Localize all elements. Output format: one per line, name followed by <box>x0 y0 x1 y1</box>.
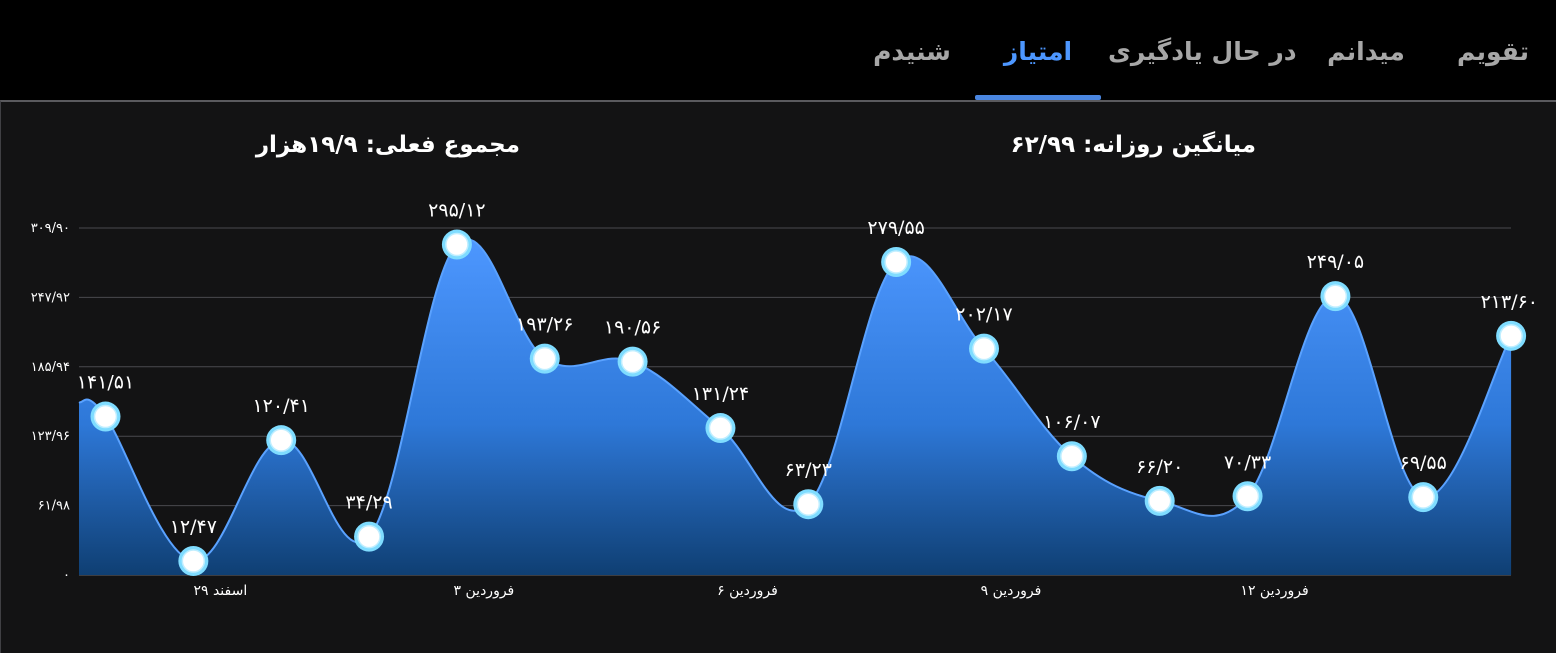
data-label: ۲۴۹/۰۵ <box>1307 251 1364 273</box>
data-point[interactable] <box>266 425 297 456</box>
data-point[interactable] <box>1496 320 1527 351</box>
data-point[interactable] <box>617 346 648 377</box>
data-label: ۲۷۹/۵۵ <box>867 217 924 239</box>
current-total-stat: مجموع فعلی: ۱۹/۹هزار <box>255 132 520 158</box>
data-label: ۱۰۶/۰۷ <box>1043 411 1100 433</box>
data-label: ۱۹۳/۲۶ <box>516 314 573 336</box>
x-tick-label: ۳ فروردین <box>454 583 515 599</box>
data-point[interactable] <box>881 246 912 277</box>
data-labels: ۱۴۱/۵۱ ۱۲/۴۷ ۱۲۰/۴۱ ۳۴/۲۹ ۲۹۵/۱۲ ۱۹۳/۲۶ ۱۹۰/۵۶… <box>77 200 1538 538</box>
daily-average-stat: میانگین روزانه: ۶۲/۹۹ <box>1010 132 1256 158</box>
x-tick-label: ۱۲ فروردین <box>1240 583 1308 599</box>
x-tick-label: ۲۹ اسفند <box>193 583 247 599</box>
data-label: ۱۹۰/۵۶ <box>604 317 661 339</box>
data-label: ۱۴۱/۵۱ <box>77 372 134 394</box>
x-tick-label: ۹ فروردین <box>981 583 1042 599</box>
y-tick-label: ۱۸۵/۹۴ <box>31 360 70 375</box>
y-tick-label: ۳۰۹/۹۰ <box>31 221 70 236</box>
x-axis-ticks: ۲۹ اسفند ۳ فروردین ۶ فروردین ۹ فروردین ۱۲ فر… <box>193 583 1308 599</box>
tab-known[interactable]: میدانم <box>1327 37 1405 66</box>
data-point[interactable] <box>1320 281 1351 312</box>
data-label: ۳۴/۲۹ <box>345 492 392 514</box>
data-point[interactable] <box>90 401 121 432</box>
data-point[interactable] <box>529 343 560 374</box>
data-label: ۱۲/۴۷ <box>170 516 217 538</box>
data-label: ۷۰/۳۳ <box>1224 451 1271 473</box>
y-tick-label: ۲۴۷/۹۲ <box>31 290 70 305</box>
data-point[interactable] <box>1144 485 1175 516</box>
data-point[interactable] <box>969 333 999 364</box>
data-label: ۶۶/۲۰ <box>1136 456 1183 478</box>
tab-bar: تقویم میدانم در حال یادگیری امتیاز شنیدم <box>0 0 1556 100</box>
y-axis-ticks: ۰ ۶۱/۹۸ ۱۲۳/۹۶ ۱۸۵/۹۴ ۲۴۷/۹۲ ۳۰۹/۹۰ <box>31 221 70 583</box>
data-point[interactable] <box>705 413 736 444</box>
data-label: ۲۰۲/۱۷ <box>955 304 1012 326</box>
tab-calendar[interactable]: تقویم <box>1456 37 1530 66</box>
data-point[interactable] <box>1232 481 1263 512</box>
tab-score[interactable]: امتیاز <box>1003 37 1073 66</box>
data-label: ۱۲۰/۴۱ <box>252 395 309 417</box>
data-point[interactable] <box>1408 482 1439 513</box>
y-tick-label: ۰ <box>63 568 70 583</box>
data-point[interactable] <box>441 229 472 260</box>
y-tick-label: ۱۲۳/۹۶ <box>31 429 70 444</box>
data-point[interactable] <box>1056 441 1087 472</box>
data-label: ۱۳۱/۲۴ <box>692 383 749 405</box>
data-label: ۲۱۳/۶۰ <box>1481 291 1538 313</box>
tab-learning[interactable]: در حال یادگیری <box>1108 37 1297 66</box>
area-fill <box>79 239 1512 575</box>
data-point[interactable] <box>178 546 209 577</box>
data-label: ۲۹۵/۱۲ <box>428 200 485 222</box>
data-point[interactable] <box>354 521 385 552</box>
tab-heard[interactable]: شنیدم <box>873 37 951 66</box>
data-label: ۶۳/۲۳ <box>785 459 832 481</box>
y-tick-label: ۶۱/۹۸ <box>38 499 70 514</box>
data-label: ۶۹/۵۵ <box>1400 452 1447 474</box>
data-point[interactable] <box>793 489 824 520</box>
data-markers <box>90 229 1527 577</box>
x-tick-label: ۶ فروردین <box>717 583 778 599</box>
active-tab-indicator <box>975 95 1101 100</box>
